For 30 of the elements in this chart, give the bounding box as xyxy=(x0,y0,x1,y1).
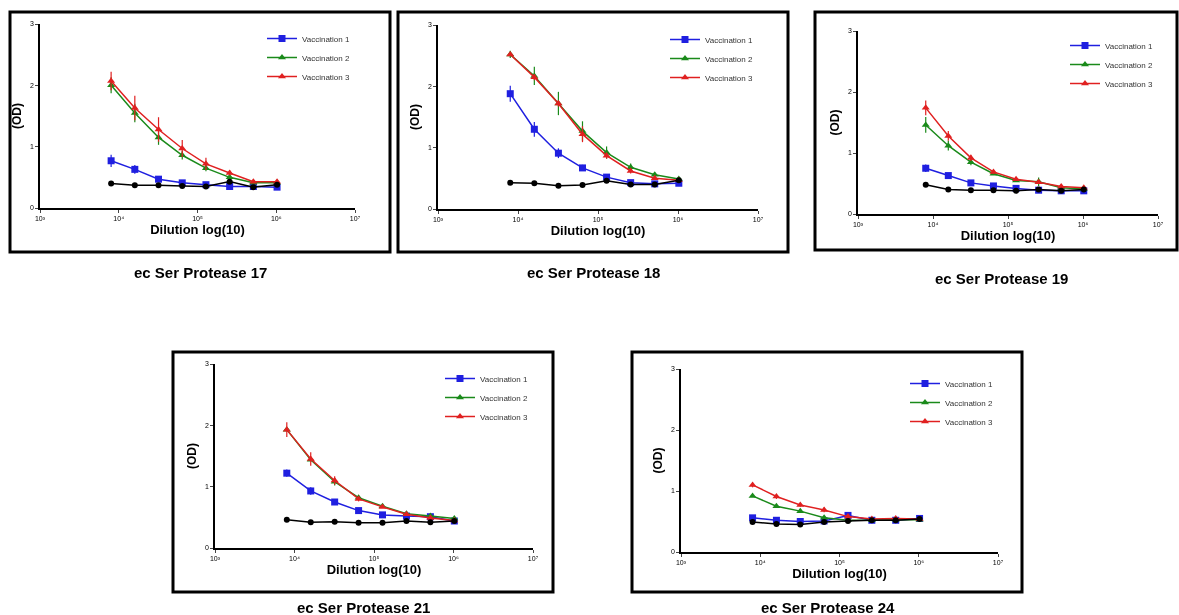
text: ec Ser Protease 19 xyxy=(935,270,1069,287)
legend-label: Vaccination 3 xyxy=(1105,79,1153,89)
legend-label: Vaccination 3 xyxy=(945,417,993,427)
text: ec Ser Protease 17 xyxy=(134,264,268,281)
y-axis-title: (OD) xyxy=(650,447,665,474)
x-axis-title: Dilution log(10) xyxy=(550,223,646,239)
x-axis-title: Dilution log(10) xyxy=(960,228,1056,244)
legend-label: Vaccination 2 xyxy=(1105,60,1153,70)
legend-label: Vaccination 1 xyxy=(705,35,753,45)
legend-label: Vaccination 2 xyxy=(302,53,350,63)
legend-label: Vaccination 1 xyxy=(480,374,528,384)
y-axis-title: (OD) xyxy=(407,104,422,130)
x-axis-title: Dilution log(10) xyxy=(150,222,245,238)
x-axis-title: Dilution log(10) xyxy=(792,566,887,582)
y-axis-title: (OD) xyxy=(9,103,24,129)
legend-label: Vaccination 2 xyxy=(945,398,993,408)
text: ec Ser Protease 24 xyxy=(761,599,896,615)
text: ec Ser Protease 21 xyxy=(297,599,431,615)
legend-label: Vaccination 1 xyxy=(302,34,350,44)
legend-label: Vaccination 3 xyxy=(705,73,753,83)
text: ec Ser Protease 18 xyxy=(527,264,661,281)
y-axis-title: (OD) xyxy=(827,109,842,136)
legend-label: Vaccination 3 xyxy=(480,412,528,422)
legend-label: Vaccination 3 xyxy=(302,72,350,82)
legend-label: Vaccination 2 xyxy=(480,393,528,403)
legend-label: Vaccination 1 xyxy=(945,379,993,389)
legend-label: Vaccination 1 xyxy=(1105,41,1153,51)
legend-label: Vaccination 2 xyxy=(705,54,753,64)
x-axis-title: Dilution log(10) xyxy=(326,562,422,578)
y-axis-title: (OD) xyxy=(184,443,199,469)
